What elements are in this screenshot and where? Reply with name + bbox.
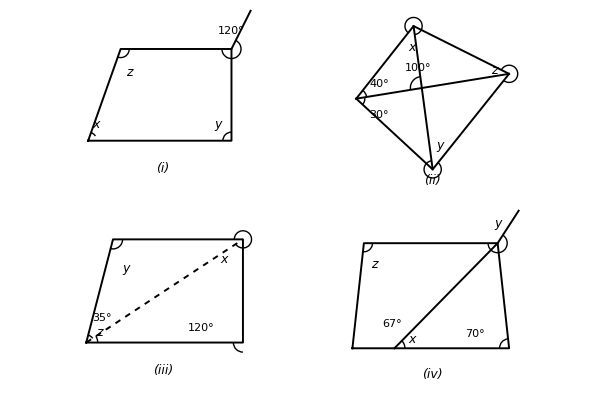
Text: 70°: 70° [465, 329, 484, 339]
Text: y: y [437, 139, 444, 152]
Text: x: x [220, 253, 228, 266]
Text: (i): (i) [156, 162, 169, 175]
Text: 120°: 120° [188, 323, 214, 333]
Text: (ii): (ii) [425, 174, 441, 187]
Text: 67°: 67° [383, 319, 402, 329]
Text: z: z [491, 64, 497, 77]
Text: z: z [96, 326, 103, 339]
Text: x: x [408, 42, 415, 54]
Text: y: y [122, 262, 130, 275]
Text: 30°: 30° [370, 110, 389, 120]
Text: x: x [92, 118, 99, 131]
Text: 100°: 100° [405, 63, 431, 73]
Text: 120°: 120° [218, 26, 245, 35]
Text: (iii): (iii) [153, 364, 173, 377]
Text: (iv): (iv) [422, 368, 443, 381]
Text: y: y [494, 217, 501, 230]
Text: 40°: 40° [370, 79, 390, 89]
Text: z: z [127, 66, 133, 79]
Text: 35°: 35° [92, 314, 112, 324]
Text: z: z [371, 258, 378, 272]
Text: x: x [408, 333, 415, 346]
Text: y: y [215, 118, 222, 131]
